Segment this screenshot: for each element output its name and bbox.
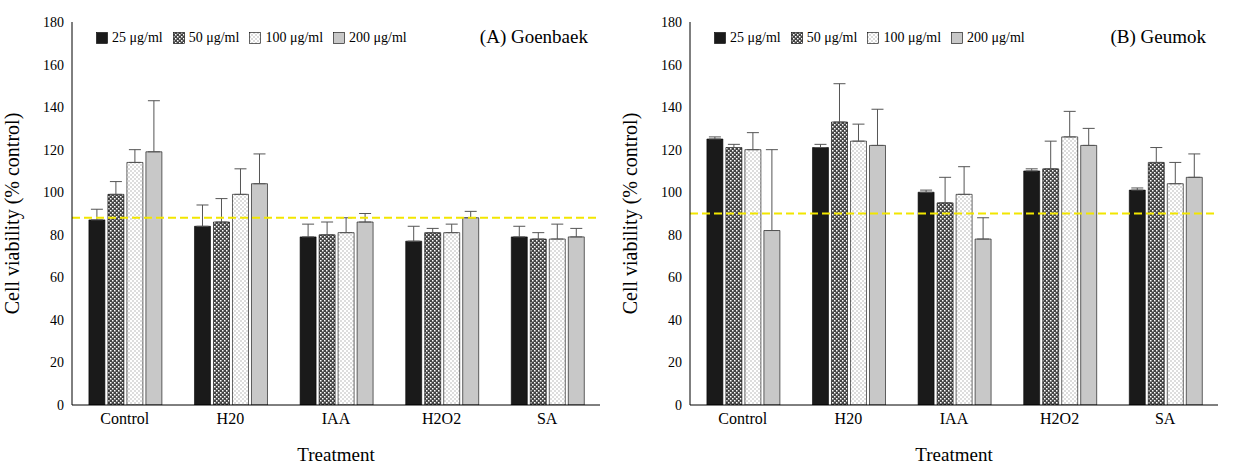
svg-text:0: 0: [57, 398, 64, 413]
svg-text:Cell viability (% control): Cell viability (% control): [8, 113, 24, 315]
svg-text:Cell viability (% control): Cell viability (% control): [619, 113, 642, 315]
svg-text:H20: H20: [217, 410, 245, 427]
svg-text:100: 100: [661, 185, 682, 200]
svg-text:120: 120: [661, 143, 682, 158]
html-text:50 μg/ml: 50 μg/ml: [806, 30, 858, 45]
html-text:(B) Geumok: (B) Geumok: [1110, 26, 1206, 47]
svg-text:0: 0: [675, 398, 682, 413]
html-text:25 μg/ml: 25 μg/ml: [730, 30, 781, 45]
svg-text:40: 40: [50, 313, 64, 328]
svg-text:180: 180: [661, 15, 682, 30]
svg-text:H2O2: H2O2: [422, 410, 461, 427]
svg-text:IAA: IAA: [940, 410, 969, 427]
html-text:100 μg/ml: 100 μg/ml: [883, 30, 942, 45]
svg-text:Control: Control: [718, 410, 767, 427]
svg-text:140: 140: [661, 100, 682, 115]
svg-text:40: 40: [668, 313, 682, 328]
svg-text:Control: Control: [100, 410, 149, 427]
html-text:25 μg/ml: 25 μg/ml: [112, 30, 163, 45]
svg-text:120: 120: [43, 143, 64, 158]
html-text:200 μg/ml: 200 μg/ml: [349, 30, 407, 45]
svg-text:20: 20: [50, 355, 64, 370]
svg-text:160: 160: [661, 58, 682, 73]
svg-text:IAA: IAA: [322, 410, 351, 427]
svg-text:H20: H20: [835, 410, 863, 427]
svg-text:100: 100: [43, 185, 64, 200]
html-text:200 μg/ml: 200 μg/ml: [967, 30, 1025, 45]
svg-text:80: 80: [50, 228, 64, 243]
svg-text:SA: SA: [537, 410, 558, 427]
svg-text:60: 60: [50, 270, 64, 285]
svg-text:160: 160: [43, 58, 64, 73]
svg-text:Treatment: Treatment: [915, 444, 993, 465]
svg-text:140: 140: [43, 100, 64, 115]
svg-text:80: 80: [668, 228, 682, 243]
svg-text:20: 20: [668, 355, 682, 370]
html-text:100 μg/ml: 100 μg/ml: [265, 30, 324, 45]
svg-text:SA: SA: [1155, 410, 1176, 427]
svg-text:180: 180: [43, 15, 64, 30]
html-text:(A) Goenbaek: (A) Goenbaek: [479, 26, 588, 47]
svg-text:60: 60: [668, 270, 682, 285]
html-text:50 μg/ml: 50 μg/ml: [188, 30, 240, 45]
svg-text:Treatment: Treatment: [297, 444, 375, 465]
svg-text:H2O2: H2O2: [1040, 410, 1079, 427]
